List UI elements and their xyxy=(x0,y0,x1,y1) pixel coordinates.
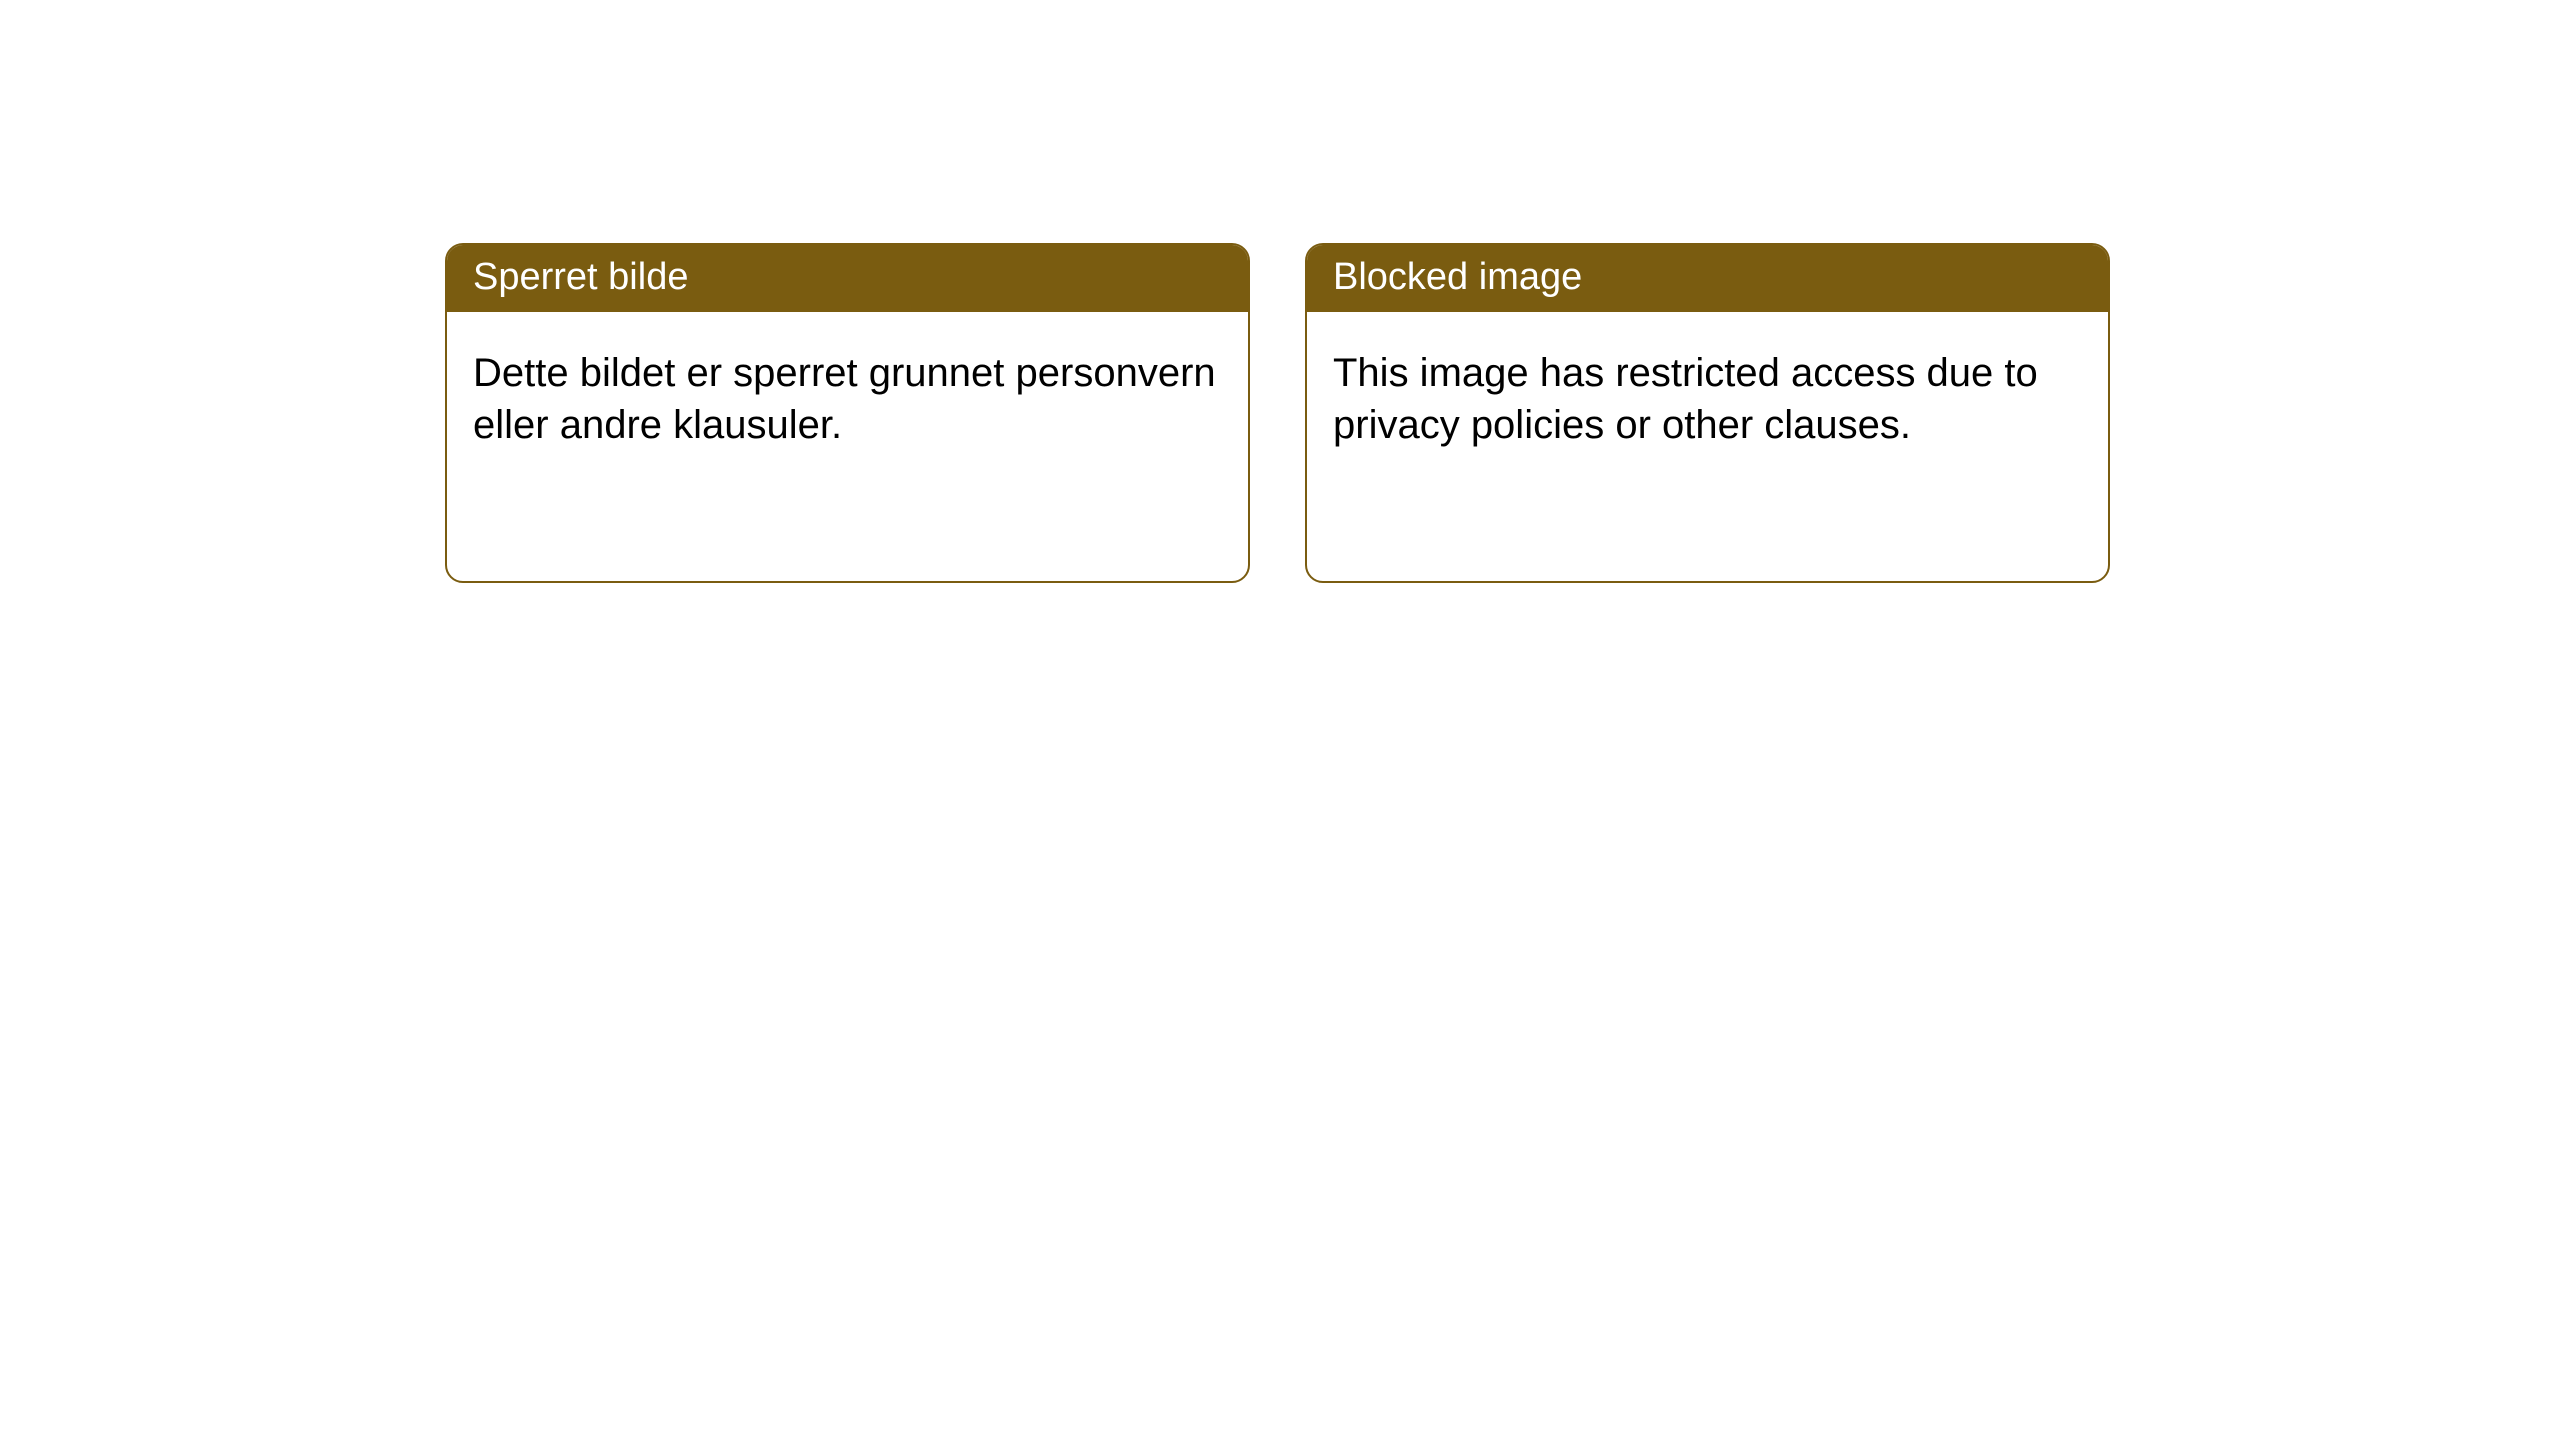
notice-cards-container: Sperret bilde Dette bildet er sperret gr… xyxy=(445,243,2560,583)
notice-card-norwegian: Sperret bilde Dette bildet er sperret gr… xyxy=(445,243,1250,583)
card-body-text: Dette bildet er sperret grunnet personve… xyxy=(447,312,1248,477)
notice-card-english: Blocked image This image has restricted … xyxy=(1305,243,2110,583)
card-title: Sperret bilde xyxy=(447,245,1248,312)
card-body-text: This image has restricted access due to … xyxy=(1307,312,2108,477)
card-title: Blocked image xyxy=(1307,245,2108,312)
